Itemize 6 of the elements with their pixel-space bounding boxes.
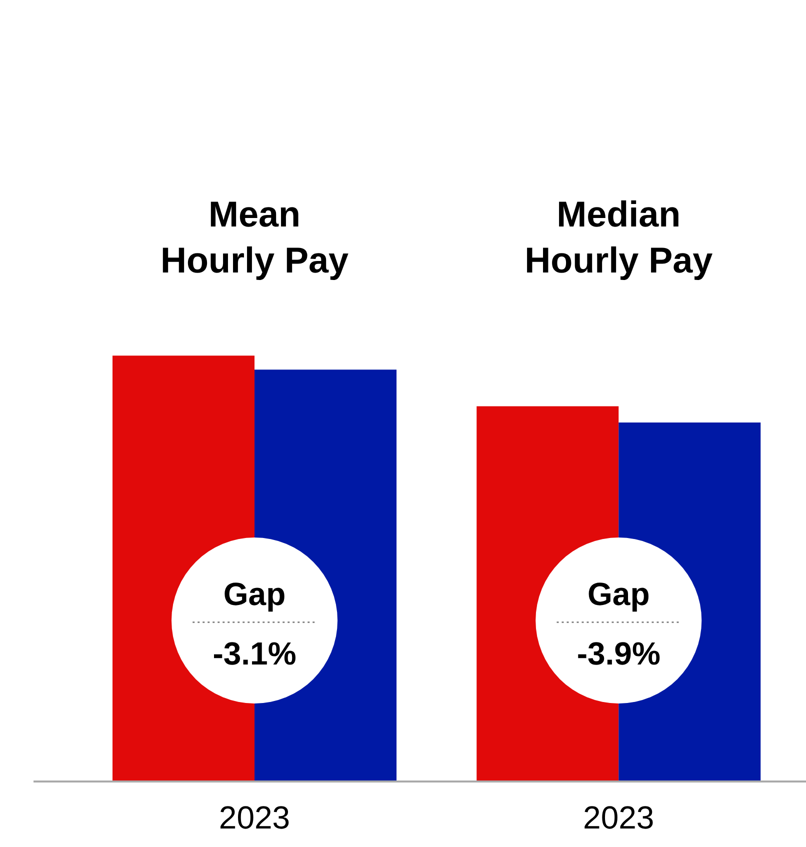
annotation: Gap -3.1% <box>212 576 296 672</box>
x-tick-label: 2023 <box>583 800 654 836</box>
text: Mean Hourly Pay <box>160 194 349 281</box>
text: Median Hourly Pay <box>524 194 713 281</box>
annotation: Gap -3.9% <box>576 576 660 672</box>
x-tick-label: 2023 <box>218 800 290 836</box>
